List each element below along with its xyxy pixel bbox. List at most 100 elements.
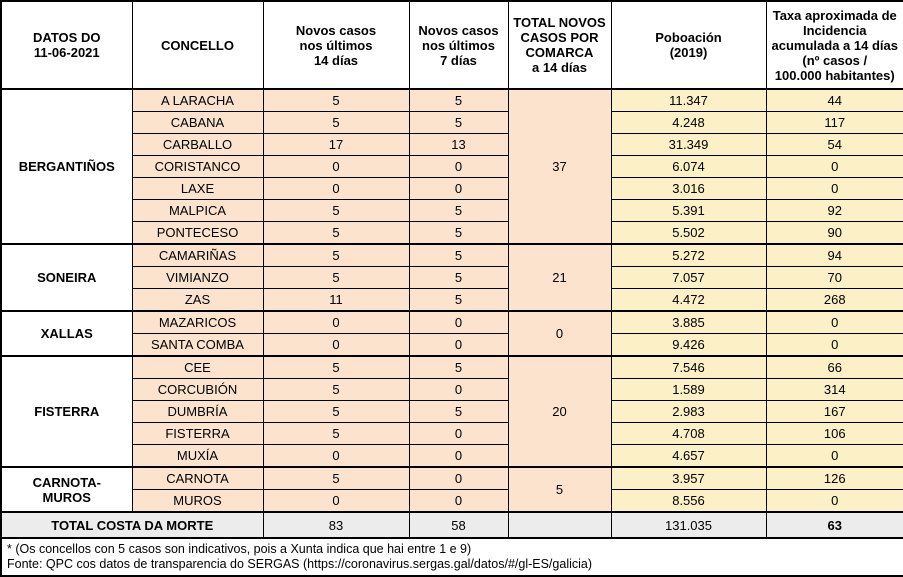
concello-cell: SANTA COMBA — [131, 333, 264, 357]
table-row: FISTERRA CEE 5 5 20 7.546 66 — [0, 355, 903, 468]
cases-14d-cell: 5 — [262, 243, 410, 267]
cases-14d-cell: 5 — [262, 466, 410, 490]
cases-7d-cell: 0 — [408, 177, 509, 200]
table-row: MUROS 0 0 8.556 0 — [1, 489, 903, 513]
concello-cell: CARBALLO — [131, 133, 264, 156]
table-row: LAXE 0 0 3.016 0 — [1, 177, 903, 200]
concello-cell: PONTECESO — [131, 221, 264, 245]
concello-cell: CORCUBIÓN — [131, 378, 264, 401]
cases-14d-cell: 0 — [262, 155, 410, 178]
table-row: ZAS 11 5 4.472 268 — [1, 288, 903, 312]
concello-cell: MALPICA — [131, 199, 264, 222]
cases-14d-cell: 5 — [262, 266, 410, 289]
cases-14d-cell: 5 — [262, 111, 410, 134]
cases-7d-cell: 5 — [408, 221, 509, 245]
incidence-cell: 0 — [765, 444, 903, 468]
footnotes-row: * (Os concellos con 5 casos son indicati… — [0, 537, 903, 577]
cases-14d-cell: 5 — [262, 378, 410, 401]
population-cell: 5.272 — [610, 243, 767, 267]
footnotes-group: * (Os concellos con 5 casos son indicati… — [0, 537, 903, 577]
table-row: CARNOTA- MUROS CARNOTA 5 0 5 3.957 126 — [0, 466, 903, 513]
incidence-cell: 70 — [765, 266, 903, 289]
cases-7d-cell: 5 — [408, 199, 509, 222]
population-cell: 3.885 — [610, 310, 767, 334]
cases-7d-cell: 5 — [408, 243, 509, 267]
comarca-cell: BERGANTIÑOS — [0, 88, 133, 245]
incidence-cell: 0 — [765, 177, 903, 200]
footnote-source: Fonte: QPC cos datos de transparencia do… — [7, 557, 593, 571]
concello-cell: CAMARIÑAS — [131, 243, 264, 267]
comarca-cell: XALLAS — [0, 310, 133, 357]
total-population-cell: 131.035 — [610, 511, 767, 539]
population-cell: 3.016 — [610, 177, 767, 200]
comarca-section: XALLAS MAZARICOS 0 0 0 3.885 0 SANTA COMBA 0 0 9.4… — [0, 310, 903, 357]
incidence-cell: 106 — [765, 422, 903, 445]
cases-14d-cell: 0 — [262, 444, 410, 468]
table-row: MUXÍA 0 0 4.657 0 — [1, 444, 903, 468]
table-row: DUMBRÍA 5 5 2.983 167 — [1, 400, 903, 423]
concello-cell: DUMBRÍA — [131, 400, 264, 423]
total-comarca-empty-cell — [507, 511, 612, 539]
col-header-incidence: Taxa aproximada de Incidencia acumulada … — [765, 0, 903, 90]
total-row-group: TOTAL COSTA DA MORTE 83 58 131.035 63 — [0, 511, 903, 539]
population-cell: 8.556 — [610, 489, 767, 513]
incidence-cell: 268 — [765, 288, 903, 312]
concello-cell: MUROS — [131, 489, 264, 513]
table-row: VIMIANZO 5 5 7.057 70 — [1, 266, 903, 289]
cases-14d-cell: 17 — [262, 133, 410, 156]
table-row: FISTERRA 5 0 4.708 106 — [1, 422, 903, 445]
total-incidence-cell: 63 — [765, 511, 903, 539]
cases-7d-cell: 5 — [408, 355, 509, 379]
col-header-population: Poboación (2019) — [610, 0, 767, 90]
comarca-total-cell: 5 — [507, 466, 612, 513]
cases-7d-cell: 5 — [408, 288, 509, 312]
table-row: PONTECESO 5 5 5.502 90 — [1, 221, 903, 245]
incidence-cell: 90 — [765, 221, 903, 245]
population-cell: 2.983 — [610, 400, 767, 423]
cases-7d-cell: 13 — [408, 133, 509, 156]
incidence-cell: 0 — [765, 155, 903, 178]
cases-7d-cell: 0 — [408, 378, 509, 401]
cases-14d-cell: 5 — [262, 221, 410, 245]
col-header-total-comarca: TOTAL NOVOS CASOS POR COMARCA a 14 días — [507, 0, 612, 90]
population-cell: 6.074 — [610, 155, 767, 178]
concello-cell: MUXÍA — [131, 444, 264, 468]
cases-14d-cell: 5 — [262, 355, 410, 379]
incidence-cell: 0 — [765, 310, 903, 334]
cases-14d-cell: 5 — [262, 88, 410, 112]
population-cell: 9.426 — [610, 333, 767, 357]
cases-7d-cell: 0 — [408, 444, 509, 468]
cases-14d-cell: 0 — [262, 310, 410, 334]
concello-cell: MAZARICOS — [131, 310, 264, 334]
comarca-total-cell: 37 — [507, 88, 612, 245]
header-row: DATOS DO 11-06-2021 CONCELLO Novos casos… — [0, 0, 903, 90]
concello-cell: LAXE — [131, 177, 264, 200]
cases-14d-cell: 5 — [262, 400, 410, 423]
table-row: CORISTANCO 0 0 6.074 0 — [1, 155, 903, 178]
comarca-cell: CARNOTA- MUROS — [0, 466, 133, 513]
incidence-cell: 94 — [765, 243, 903, 267]
population-cell: 5.391 — [610, 199, 767, 222]
cases-14d-cell: 0 — [262, 489, 410, 513]
table-row: CABANA 5 5 4.248 117 — [1, 111, 903, 134]
comarca-section: FISTERRA CEE 5 5 20 7.546 66 CORCUBIÓN 5 0 1.589 31… — [0, 355, 903, 468]
population-cell: 3.957 — [610, 466, 767, 490]
comarca-cell: FISTERRA — [0, 355, 133, 468]
incidence-cell: 126 — [765, 466, 903, 490]
concello-cell: A LARACHA — [131, 88, 264, 112]
table-row: MALPICA 5 5 5.391 92 — [1, 199, 903, 222]
concello-cell: CARNOTA — [131, 466, 264, 490]
table-header: DATOS DO 11-06-2021 CONCELLO Novos casos… — [0, 0, 903, 90]
table-row: XALLAS MAZARICOS 0 0 0 3.885 0 — [0, 310, 903, 357]
population-cell: 31.349 — [610, 133, 767, 156]
table-row: SONEIRA CAMARIÑAS 5 5 21 5.272 94 — [0, 243, 903, 312]
concello-cell: CORISTANCO — [131, 155, 264, 178]
col-header-date: DATOS DO 11-06-2021 — [0, 0, 133, 90]
population-cell: 7.546 — [610, 355, 767, 379]
comarca-section: BERGANTIÑOS A LARACHA 5 5 37 11.347 44 CABANA 5 5… — [0, 88, 903, 245]
total-cases-7d-cell: 58 — [408, 511, 509, 539]
incidence-cell: 117 — [765, 111, 903, 134]
table-row: BERGANTIÑOS A LARACHA 5 5 37 11.347 44 — [0, 88, 903, 245]
cases-7d-cell: 0 — [408, 422, 509, 445]
